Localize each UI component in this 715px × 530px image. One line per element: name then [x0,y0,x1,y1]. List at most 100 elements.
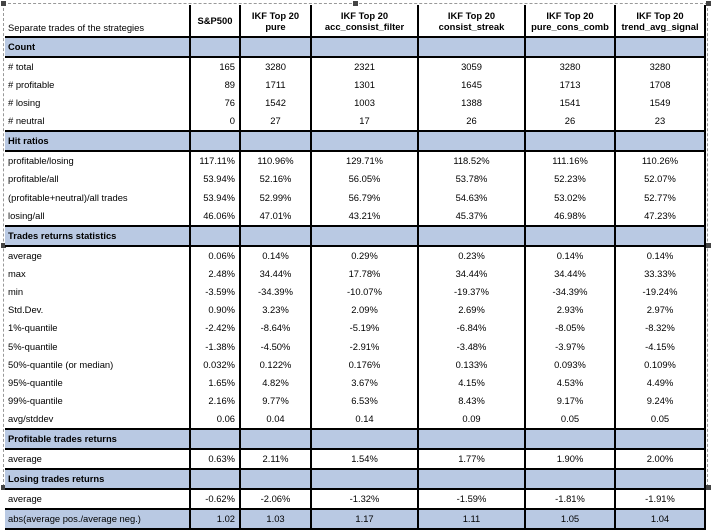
cell-value: 1.03 [239,509,311,530]
table-row: avg/stddev 0.06 0.04 0.14 0.09 0.05 0.05 [5,410,706,431]
table-row: abs(average pos./average neg.) 1.02 1.03 1.… [5,509,706,530]
column-header: IKF Top 20 consist_streak [417,5,525,38]
header-row: Separate trades of the strategies S&P500 I… [5,5,706,38]
cell-value: 33.33% [614,264,706,283]
resize-handle-top-right[interactable] [706,1,711,6]
column-header-line: pure_cons_comb [531,20,609,32]
cell-value: 0.109% [614,355,706,374]
row-label: 95%-quantile [8,376,63,388]
table-row: 1%-quantile -2.42% -8.64% -5.19% -6.84% -8.05… [5,319,706,338]
column-header-line: trend_avg_signal [621,20,699,32]
section-filler [614,37,706,58]
section-header-row: Losing trades returns [5,469,706,491]
cell-value: 4.82% [239,373,311,393]
section-filler [614,429,706,451]
section-header-row: Hit ratios [5,131,706,153]
cell-value: 1301 [310,76,418,95]
table-row: average 0.63% 2.11% 1.54% 1.77% 1.90% 2.00% [5,449,706,471]
cell-value: -1.91% [614,489,706,511]
cell-value: -34.39% [524,282,615,302]
resize-handle-mid-left[interactable] [1,243,6,248]
cell-value: -1.81% [524,489,615,511]
cell-value: 117.11% [189,151,240,171]
section-title: Trades returns statistics [5,225,190,247]
cell-value: 118.52% [417,151,525,171]
row-label: losing/all [5,206,190,227]
table-row: (profitable+neutral)/all trades 53.94% 52.… [5,188,706,207]
cell-value: 89 [189,76,240,95]
cell-value: 0.14% [614,245,706,265]
column-header-line: IKF Top 20 [251,9,300,21]
section-filler [239,225,311,247]
cell-value: 0.05 [524,410,615,431]
column-header-line: pure [265,20,286,32]
section-filler [310,429,418,451]
cell-value: 0.04 [239,410,311,431]
cell-value: -10.07% [310,282,418,302]
section-filler [524,469,615,491]
table-row: 50%-quantile (or median) 0.032% 0.122% 0.17… [5,355,706,374]
section-filler [614,469,706,491]
cell-value: 1003 [310,94,418,113]
cell-value: 0.122% [239,355,311,374]
cell-value: 26 [417,112,525,133]
table-row: 95%-quantile 1.65% 4.82% 3.67% 4.15% 4.53% 4.4… [5,373,706,393]
column-header: IKF Top 20 pure_cons_comb [524,5,615,38]
row-label: avg/stddev [5,410,190,431]
cell-value: -4.50% [239,337,311,356]
section-filler [524,131,615,153]
resize-handle-bottom-right[interactable] [706,485,711,490]
resize-handle-top-left[interactable] [1,1,6,6]
row-label: 50%-quantile (or median) [8,358,114,370]
cell-value: 2.69% [417,301,525,320]
cell-value: 3280 [614,57,706,76]
resize-handle-top-mid[interactable] [353,1,358,6]
cell-value: -8.05% [524,319,615,338]
cell-value: -34.39% [239,282,311,302]
cell-value: -2.06% [239,489,311,511]
column-header-line: IKF Top 20 [636,9,684,21]
cell-value: 52.23% [524,170,615,189]
cell-value: -6.84% [417,319,525,338]
cell-value: 0.093% [524,355,615,374]
cell-value: -3.97% [524,337,615,356]
strategy-trades-table: Separate trades of the strategies S&P500 I… [5,5,706,530]
cell-value: -0.62% [189,489,240,511]
section-filler [524,429,615,451]
cell-value: -3.59% [189,282,240,302]
cell-value: 2.97% [614,301,706,320]
row-label: # neutral [5,112,190,133]
cell-value: 0.06% [189,245,240,265]
cell-value: 1713 [524,76,615,95]
section-filler [417,469,525,491]
resize-handle-mid-right[interactable] [706,243,711,248]
cell-value: 53.94% [189,170,240,189]
cell-value: 3059 [417,57,525,76]
cell-value: 2.11% [239,449,311,471]
cell-value: 4.49% [614,373,706,393]
cell-value: -1.38% [189,337,240,356]
table-row: losing/all 46.06% 47.01% 43.21% 45.37% 46.98%… [5,206,706,227]
resize-handle-bottom-left[interactable] [1,485,6,490]
cell-value: 1.54% [310,449,418,471]
section-header-row: Profitable trades returns [5,429,706,451]
column-header: IKF Top 20 acc_consist_filter [310,5,418,38]
section-filler [417,225,525,247]
row-label: # losing [8,97,41,109]
cell-value: 0.032% [189,355,240,374]
section-title: Count [5,37,190,58]
column-header-line: IKF Top 20 [447,9,496,21]
cell-value: -4.15% [614,337,706,356]
cell-value: 47.23% [614,206,706,227]
cell-value: 0.14 [310,410,418,431]
cell-value: -3.48% [417,337,525,356]
cell-value: 0.133% [417,355,525,374]
cell-value: 53.78% [417,170,525,189]
row-label: # total [8,61,34,72]
column-header-line: S&P500 [197,15,233,26]
cell-value: 2.09% [310,301,418,320]
table-row: Std.Dev. 0.90% 3.23% 2.09% 2.69% 2.93% 2.97% [5,301,706,320]
section-title: Losing trades returns [5,469,190,491]
cell-value: 0 [189,112,240,133]
cell-value: 0.06 [189,410,240,431]
